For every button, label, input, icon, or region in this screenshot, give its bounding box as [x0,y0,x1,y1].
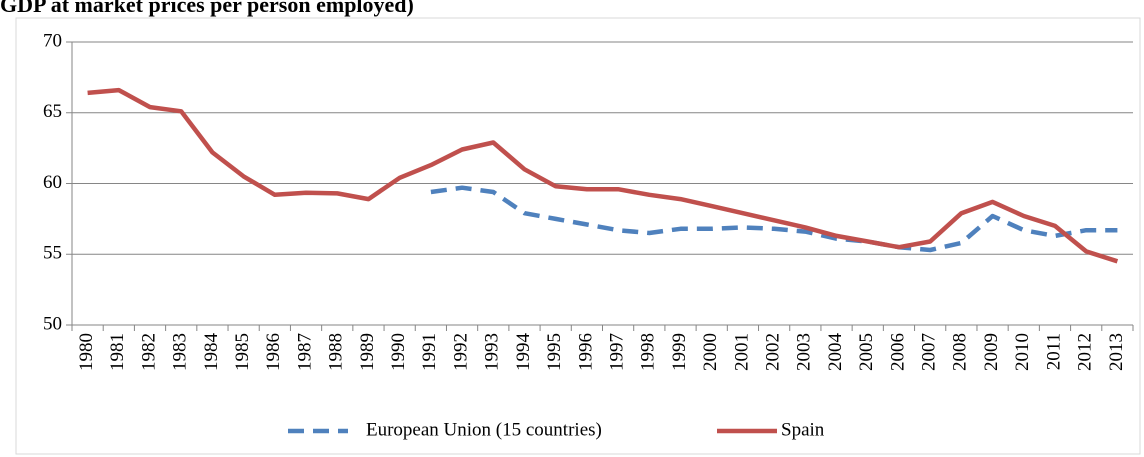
x-tick-label: 1998 [638,333,659,371]
x-tick-label: 1995 [544,333,565,371]
x-tick-label: 1988 [326,333,347,371]
chart-border [15,17,1141,455]
x-tick-label: 2011 [1043,333,1064,370]
x-tick-label: 1981 [107,333,128,371]
x-tick-label: 2013 [1106,333,1127,371]
x-tick-label: 1999 [669,333,690,371]
x-tick-label: 2006 [887,333,908,371]
x-tick-label: 2001 [731,333,752,371]
x-tick-label: 1987 [294,333,315,371]
x-tick-label: 2005 [856,333,877,371]
x-tick-label: 1986 [263,333,284,371]
series-line [87,87,1119,264]
y-tick-label: 55 [43,243,62,264]
y-tick-label: 60 [43,172,62,193]
chart-title: GDP at market prices per person employed… [0,0,414,17]
x-tick-label: 2007 [919,333,940,371]
x-tick-label: 1997 [606,333,627,371]
y-tick-label: 50 [43,313,62,334]
legend-label: Spain [781,419,825,440]
x-tick-label: 2009 [981,333,1002,371]
x-tick-label: 2000 [700,333,721,371]
x-tick-label: 2002 [762,333,783,371]
x-tick-label: 2003 [794,333,815,371]
x-tick-label: 1993 [482,333,503,371]
x-tick-label: 1984 [201,333,222,372]
x-tick-label: 1996 [575,333,596,371]
x-tick-label: 1985 [232,333,253,371]
x-tick-label: 2008 [950,333,971,371]
x-tick-label: 1989 [357,333,378,371]
y-tick-label: 65 [43,101,62,122]
x-tick-label: 1991 [419,333,440,371]
x-tick-label: 1994 [513,333,534,372]
x-tick-label: 2012 [1075,333,1096,371]
legend-label: European Union (15 countries) [366,419,602,440]
x-tick-label: 1990 [388,333,409,371]
x-tick-label: 2010 [1012,333,1033,371]
x-tick-label: 1980 [76,333,97,371]
series-line [430,185,1118,253]
x-tick-label: 1983 [170,333,191,371]
y-tick-label: 70 [43,30,62,51]
x-tick-label: 1982 [138,333,159,371]
x-tick-label: 1992 [450,333,471,371]
x-tick-label: 2004 [825,333,846,372]
